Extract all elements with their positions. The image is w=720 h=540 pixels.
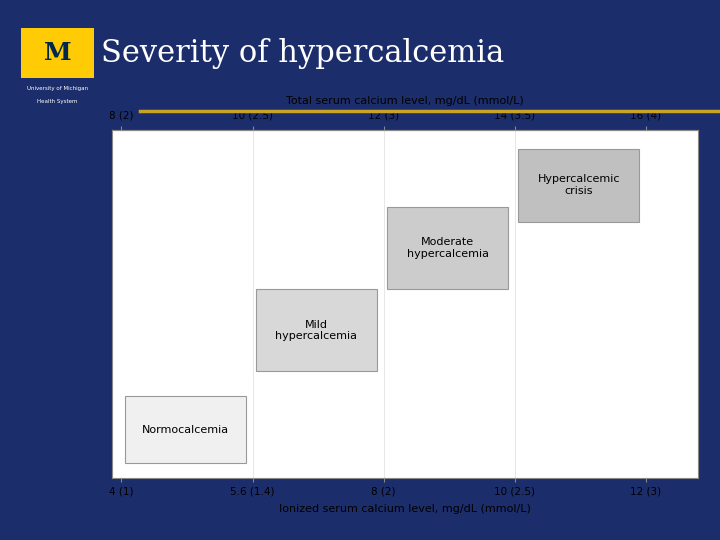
- Text: Mild
hypercalcemia: Mild hypercalcemia: [276, 320, 358, 341]
- X-axis label: Ionized serum calcium level, mg/dL (mmol/L): Ionized serum calcium level, mg/dL (mmol…: [279, 504, 531, 514]
- Text: University of Michigan: University of Michigan: [27, 86, 88, 91]
- FancyBboxPatch shape: [22, 28, 94, 78]
- FancyBboxPatch shape: [256, 289, 377, 372]
- Text: M: M: [44, 40, 71, 65]
- Text: Health System: Health System: [37, 99, 78, 104]
- X-axis label: Total serum calcium level, mg/dL (mmol/L): Total serum calcium level, mg/dL (mmol/L…: [286, 96, 524, 106]
- Text: Hypercalcemic
crisis: Hypercalcemic crisis: [538, 174, 620, 196]
- Text: Severity of hypercalcemia: Severity of hypercalcemia: [101, 38, 504, 69]
- FancyBboxPatch shape: [387, 207, 508, 289]
- FancyBboxPatch shape: [125, 396, 246, 463]
- FancyBboxPatch shape: [518, 149, 639, 221]
- Text: Moderate
hypercalcemia: Moderate hypercalcemia: [407, 237, 489, 259]
- Text: Normocalcemia: Normocalcemia: [142, 424, 229, 435]
